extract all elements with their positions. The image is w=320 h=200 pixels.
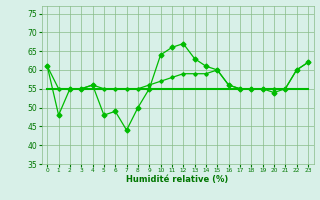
X-axis label: Humidité relative (%): Humidité relative (%) [126,175,229,184]
